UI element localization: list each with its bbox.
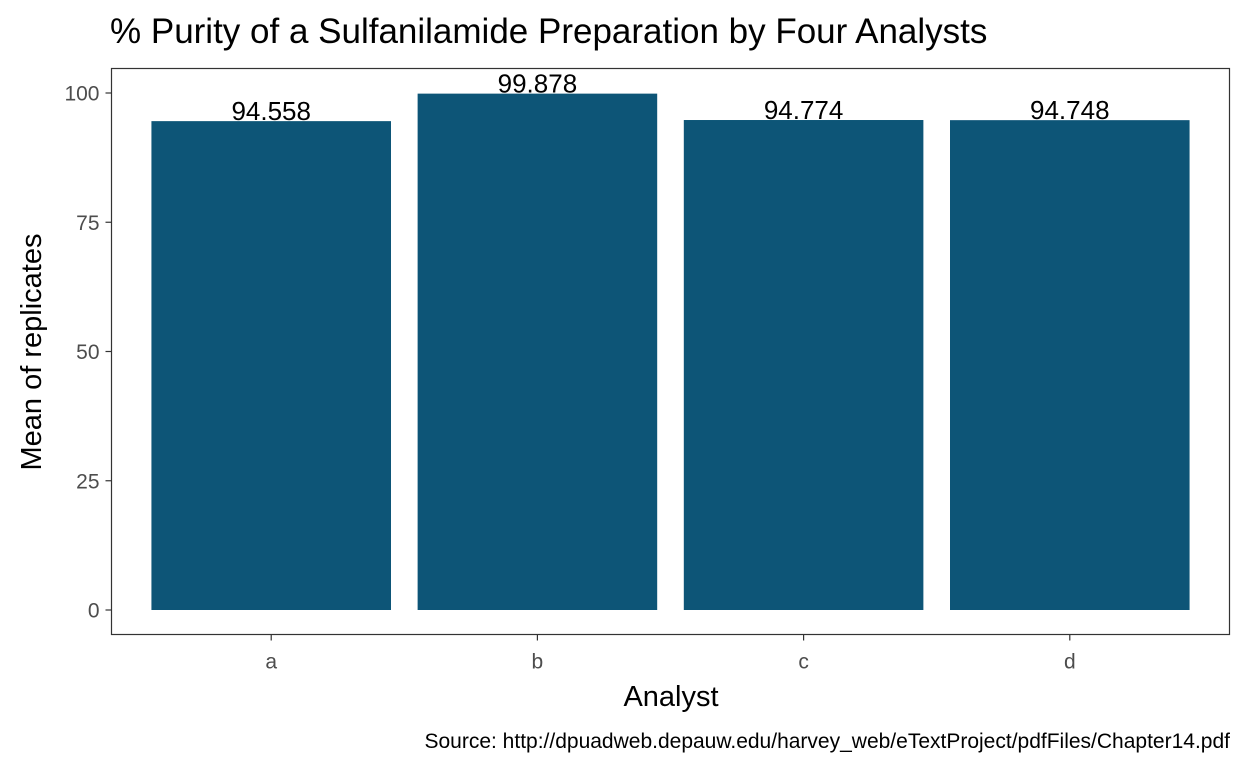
source-caption: Source: http://dpuadweb.depauw.edu/harve… [424,730,1230,753]
x-tick-label: d [1064,651,1076,674]
x-axis-title: Analyst [623,681,718,713]
data-label-a: 94.558 [231,96,311,126]
bar-a [151,121,391,611]
y-tick-label: 50 [76,341,99,364]
y-tick-label: 25 [76,470,99,493]
x-tick-label: c [798,651,809,674]
data-label-d: 94.748 [1030,95,1110,125]
data-label-c: 94.774 [764,95,844,125]
plot-panel-border [110,67,1231,636]
y-tick-label: 0 [88,600,100,623]
y-tick-label: 100 [64,83,99,106]
x-tick-label: a [265,651,277,674]
bars [151,93,1190,611]
data-label-b: 99.878 [498,69,578,99]
y-axis: 0 25 50 75 100 [64,83,112,623]
bar-b [417,93,658,610]
x-tick-label: b [532,651,544,674]
chart-title: % Purity of a Sulfanilamide Preparation … [110,12,987,51]
bar-d [950,120,1190,611]
y-axis-title: Mean of replicates [16,234,48,471]
y-tick-label: 75 [76,212,99,235]
data-labels: 94.558 99.878 94.774 94.748 [231,69,1109,127]
x-axis: a b c d [265,634,1076,674]
bar-c [683,120,924,610]
